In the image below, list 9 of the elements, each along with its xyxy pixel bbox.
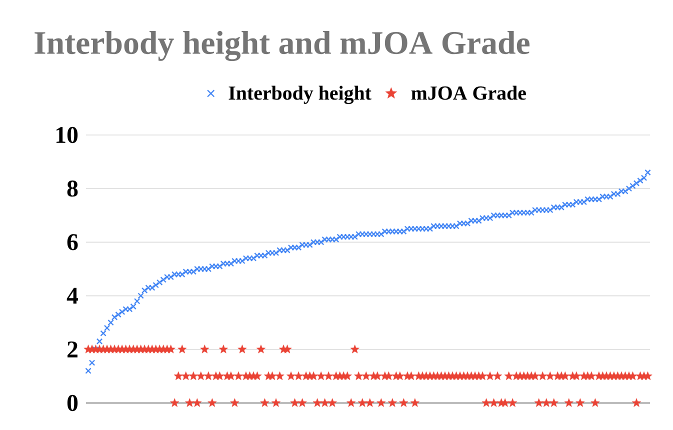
- y-tick-label: 10: [56, 126, 78, 144]
- y-tick-label: 6: [67, 234, 78, 250]
- y-tick-label: 2: [68, 341, 78, 358]
- chart-title: Interbody height and mJOA Grade: [34, 30, 530, 62]
- legend-label: mJOA Grade: [411, 86, 526, 100]
- y-tick-label: 4: [66, 288, 78, 304]
- legend-label: Interbody height: [228, 86, 372, 104]
- y-tick-label: 0: [67, 394, 78, 412]
- y-tick-label: 8: [67, 180, 78, 197]
